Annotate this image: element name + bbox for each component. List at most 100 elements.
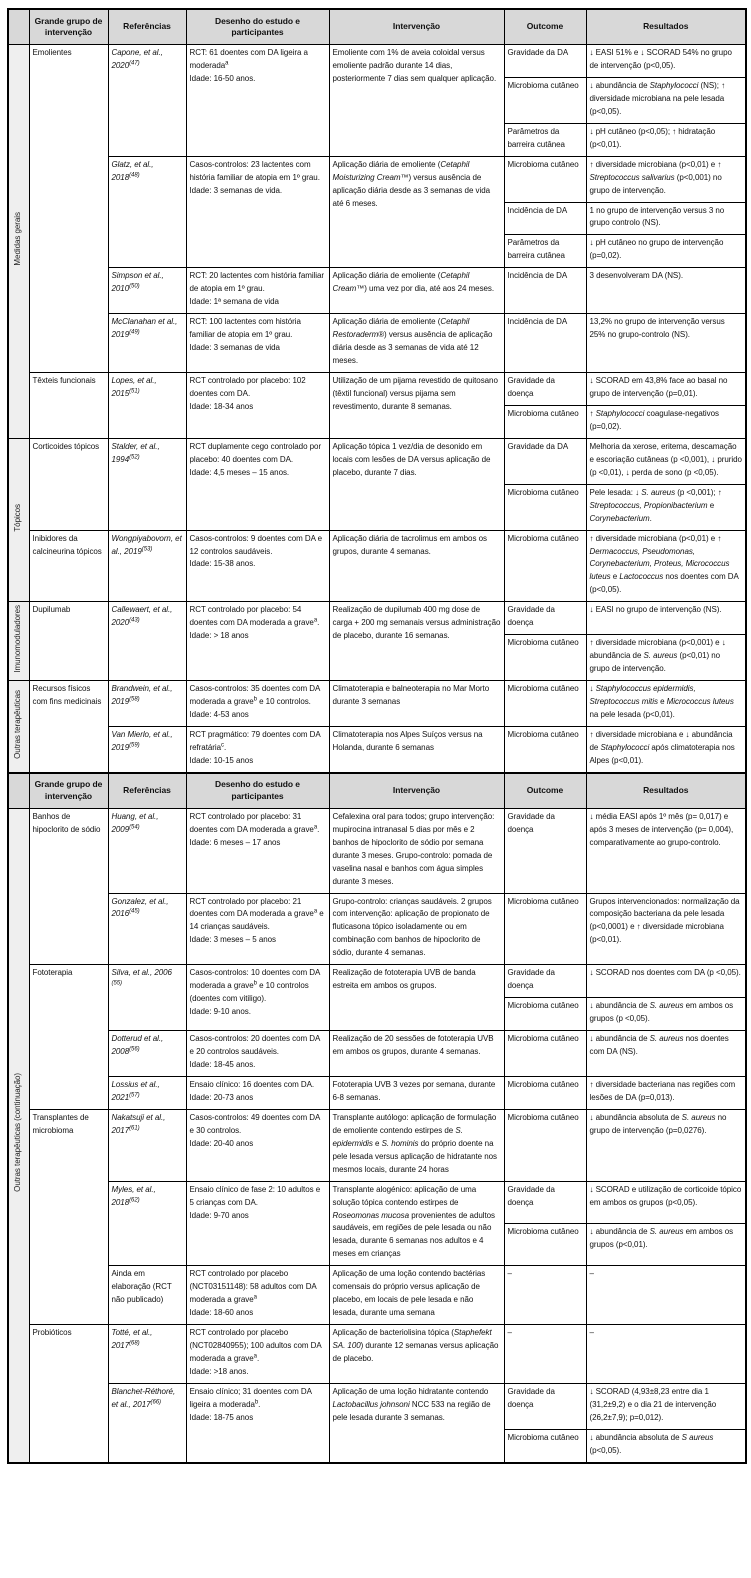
section-cell: Outras terapêuticas [7, 680, 30, 774]
intervention-cell: Emoliente com 1% de aveia coloidal versu… [328, 44, 505, 157]
table-row: Outras terapêuticas (continuação) Banhos … [7, 807, 747, 1464]
reference-cell: Myles, et al., 2018(62) [107, 1180, 187, 1267]
reference-cell: Simpson et al., 2010(50) [107, 267, 187, 315]
outcome-cell: Incidência de DA [503, 267, 587, 315]
table-row: Parâmetros da barreira cutânea ↓ pH cutân… [8, 122, 747, 157]
intervention-cell: Fototerapia UVB 3 vezes por semana, dura… [328, 1075, 505, 1110]
design-cell: RCT controlado por placebo: 102 doentes … [185, 372, 330, 439]
result-cell: Melhoria da xerose, eritema, descamação … [585, 437, 747, 485]
result-cell: ↓ Staphylococcus epidermidis, Streptococ… [585, 680, 747, 727]
design-cell: Ensaio clínico; 31 doentes com DA ligeir… [185, 1382, 330, 1464]
table-row: McClanahan et al., 2019(49) RCT: 100 lact… [8, 313, 747, 374]
result-cell: ↓ EASI 51% e ↓ SCORAD 54% no grupo de in… [585, 44, 747, 78]
reference-cell: Glatz, et al., 2018(48) [107, 155, 187, 269]
table-row: Tópicos Corticoides tópicos Stalder, et al… [7, 437, 747, 603]
table-row: Incidência de DA 1 no grupo de intervençã… [8, 201, 747, 236]
design-cell: RCT controlado por placebo: 54 doentes c… [185, 601, 330, 682]
outcome-cell: Parâmetros da barreira cutânea [503, 122, 587, 157]
result-cell: ↓ abundância absoluta de S aureus (p<0,0… [585, 1428, 747, 1464]
design-cell: Casos-controlos: 23 lactentes com histór… [185, 155, 330, 269]
outcome-cell: – [503, 1324, 587, 1384]
outcome-cell: Microbioma cutâneo [503, 529, 587, 603]
outcome-cell: Microbioma cutâneo [503, 1108, 587, 1182]
section-label: Outras terapêuticas [13, 689, 23, 759]
corner-cell [7, 8, 30, 45]
design-cell: Casos-controlos: 9 doentes com DA e 12 c… [185, 529, 330, 603]
reference-cell: Silva, et al., 2006 (55) [107, 964, 187, 1032]
table-row: Inibidores da calcineurina tópicos Wongpi… [8, 529, 747, 603]
outcome-cell: Microbioma cutâneo [503, 1428, 587, 1464]
column-header: Desenho do estudo e participantes [185, 8, 330, 45]
result-cell: ↓ abundância de S. aureus em ambos os gr… [585, 1222, 747, 1267]
column-header: Intervenção [328, 771, 505, 809]
outcome-cell: Gravidade da DA [503, 44, 587, 78]
section-cell: Tópicos [7, 437, 30, 603]
table-row: Imunomoduladores Dupilumab Callewaert, et … [7, 601, 747, 682]
intervention-cell: Cefalexina oral para todos; grupo interv… [328, 807, 505, 894]
table-row: Simpson et al., 2010(50) RCT: 20 lactente… [8, 267, 747, 315]
design-cell: Casos-controlos: 35 doentes com DA moder… [185, 680, 330, 727]
section-label: Tópicos [13, 503, 23, 532]
result-cell: ↓ pH cutâneo no grupo de intervenção (p=… [585, 234, 747, 269]
design-cell: RCT controlado por placebo: 21 doentes c… [185, 892, 330, 966]
design-cell: Casos-controlos: 10 doentes com DA moder… [185, 964, 330, 1032]
intervention-cell: Aplicação tópica 1 vez/dia de desonido e… [328, 437, 505, 531]
reference-cell: Totté, et al., 2017(68) [107, 1324, 187, 1384]
column-header: Grande grupo de intervenção [28, 8, 109, 45]
table-row: Fototerapia Silva, et al., 2006 (55) Casos… [8, 964, 747, 1110]
studies-table-body: Grande grupo de intervenção Referências De… [7, 8, 747, 1464]
group-cell: Corticoides tópicos [28, 437, 109, 531]
reference-cell: Gonzalez, et al., 2016(45) [107, 892, 187, 966]
result-cell: ↓ média EASI após 1º mês (p= 0,017) e ap… [585, 807, 747, 894]
group-cell: Probióticos [28, 1324, 109, 1464]
intervention-cell: Realização de fototerapia UVB de banda e… [328, 964, 505, 1032]
outcome-cell: Gravidade da doença [503, 964, 587, 999]
reference-cell: Nakatsuji et al., 2017(61) [107, 1108, 187, 1182]
result-cell: ↓ EASI no grupo de intervenção (NS). [585, 601, 747, 636]
intervention-cell: Transplante autólogo: aplicação de formu… [328, 1108, 505, 1182]
table-row: Lossius et al., 2021(57) Ensaio clínico: … [8, 1075, 747, 1110]
design-cell: RCT duplamente cego controlado por place… [185, 437, 330, 531]
intervention-cell: Aplicação de bacteriolisina tópica (Stap… [328, 1324, 505, 1384]
result-cell: ↑ diversidade microbiana (p<0,001) e ↓ a… [585, 634, 747, 682]
table-row: Glatz, et al., 2018(48) Casos-controlos: … [8, 155, 747, 269]
intervention-cell: Aplicação de uma loção contendo bactéria… [328, 1265, 505, 1326]
group-cell: Inibidores da calcineurina tópicos [28, 529, 109, 603]
outcome-cell: Incidência de DA [503, 313, 587, 374]
group-cell: Recursos físicos com fins medicinais [28, 680, 109, 774]
section-cell: Medidas gerais [7, 44, 30, 439]
table-row: Van Mierlo, et al., 2019(59) RCT pragmáti… [8, 725, 747, 774]
intervention-cell: Climatoterapia e balneoterapia no Mar Mo… [328, 680, 505, 727]
result-cell: ↓ SCORAD (4,93±8,23 entre dia 1 (31,2±9,… [585, 1382, 747, 1430]
result-cell: ↓ SCORAD em 43,8% face ao basal no grupo… [585, 372, 747, 406]
header-row: Grande grupo de intervenção Referências De… [7, 8, 747, 45]
table-row: Microbioma cutâneo ↑ diversidade microbia… [8, 634, 747, 682]
result-cell: ↑ diversidade bacteriana nas regiões com… [585, 1075, 747, 1110]
design-cell: Casos-controlos: 20 doentes com DA e 20 … [185, 1030, 330, 1077]
outcome-cell: Microbioma cutâneo [503, 483, 587, 531]
reference-cell: Blanchet-Réthoré, et al., 2017(66) [107, 1382, 187, 1464]
column-header: Resultados [585, 771, 747, 809]
result-cell: Grupos intervencionados: normalização da… [585, 892, 747, 966]
table-row: Microbioma cutâneo ↓ abundância de S. aur… [8, 1222, 747, 1267]
outcome-cell: Gravidade da doença [503, 807, 587, 894]
section-cell: Imunomoduladores [7, 601, 30, 682]
reference-cell: Dotterud et al., 2008(56) [107, 1030, 187, 1077]
group-cell: Têxteis funcionais [28, 372, 109, 439]
result-cell: ↓ abundância de Staphylococci (NS); ↑ di… [585, 76, 747, 124]
column-header: Desenho do estudo e participantes [185, 771, 330, 809]
reference-cell: Brandwein, et al., 2019(58) [107, 680, 187, 727]
column-header: Resultados [585, 8, 747, 45]
group-cell: Emolientes [28, 43, 109, 374]
intervention-cell: Aplicação diária de emoliente (Cetaphil … [328, 155, 505, 269]
table-row: Dotterud et al., 2008(56) Casos-controlos… [8, 1030, 747, 1077]
intervention-cell: Utilização de um pijama revestido de qui… [328, 372, 505, 439]
reference-cell: Lossius et al., 2021(57) [107, 1075, 187, 1110]
section-cell: Outras terapêuticas (continuação) [7, 807, 30, 1464]
outcome-cell: Gravidade da doença [503, 372, 587, 406]
table-row: Microbioma cutâneo ↓ abundância de S. aur… [8, 997, 747, 1032]
section-label: Medidas gerais [13, 212, 23, 266]
reference-cell: Wongpiyabovorn, et al., 2019(53) [107, 529, 187, 603]
table-row: Transplantes de microbioma Nakatsuji et a… [8, 1108, 747, 1326]
column-header: Referências [107, 771, 187, 809]
